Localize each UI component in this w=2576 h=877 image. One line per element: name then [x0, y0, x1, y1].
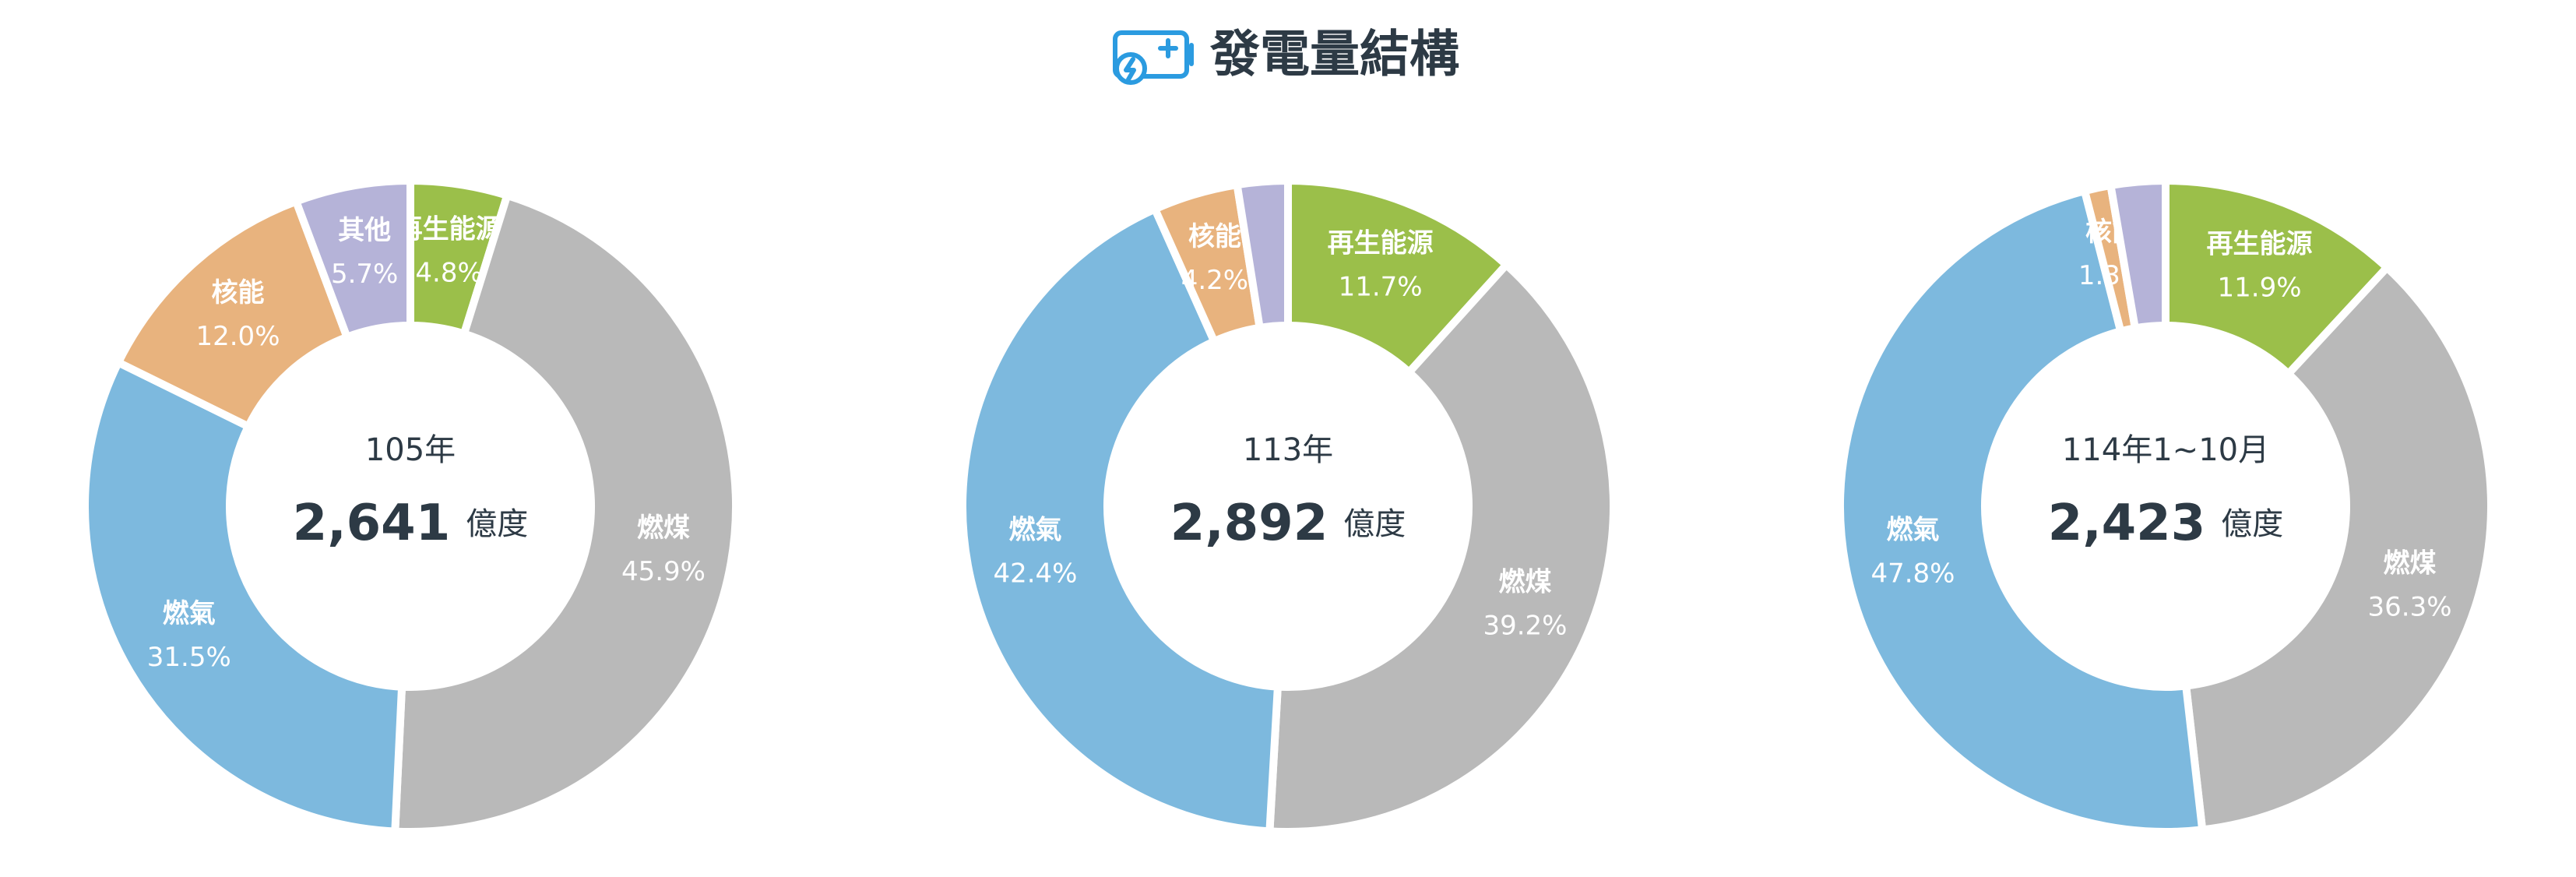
- slice-name: 燃煤: [2384, 548, 2437, 579]
- total-value: 2,641: [293, 495, 450, 552]
- donut-slice: [1233, 177, 1292, 332]
- slice-value: 39.2%: [1483, 611, 1567, 642]
- total-unit: 億度: [1343, 506, 1406, 542]
- total-unit: 億度: [2221, 506, 2283, 542]
- slice-value: 42.4%: [993, 558, 1077, 589]
- slice-name: 其他: [338, 215, 391, 246]
- donut-slice: [1836, 187, 2207, 836]
- slice-name: 燃煤: [637, 512, 690, 544]
- donut-slice: [1265, 260, 1617, 836]
- center-title: 114年1~10月: [2062, 432, 2269, 468]
- page-title: 發電量結構: [1209, 26, 1459, 84]
- center-total: 2,892 億度: [1170, 495, 1406, 552]
- total-value: 2,892: [1170, 495, 1328, 552]
- slice-name: 再生能源: [1328, 228, 1434, 259]
- slice-value: 47.8%: [1870, 558, 1955, 589]
- donut-slice: [959, 205, 1282, 836]
- slice-name: 核能: [1188, 221, 1241, 252]
- center-title: 113年: [1243, 432, 1333, 468]
- slice-value: 5.7%: [331, 259, 398, 290]
- slice-value: 45.9%: [621, 556, 706, 587]
- donut-slice: [114, 197, 351, 431]
- total-unit: 億度: [466, 506, 528, 542]
- donut-slice: [2182, 263, 2495, 834]
- slice-name: 燃氣: [163, 598, 216, 629]
- slice-name: 再生能源: [2207, 228, 2313, 259]
- slice-name: 燃煤: [1498, 567, 1551, 598]
- donut-slice: [81, 358, 406, 836]
- slice-value: 31.5%: [147, 642, 231, 673]
- title-icon: [1113, 30, 1194, 85]
- slice-value: 12.0%: [195, 321, 280, 352]
- slice-value: 36.3%: [2368, 591, 2452, 622]
- slice-name: 燃氣: [1886, 514, 1939, 545]
- slice-value: 11.7%: [1339, 272, 1423, 303]
- slice-value: 4.2%: [1181, 265, 1248, 296]
- slice-value: 4.8%: [415, 257, 482, 288]
- center-total: 2,641 億度: [293, 495, 528, 552]
- slice-value: 11.9%: [2218, 272, 2302, 303]
- center-title: 105年: [365, 432, 456, 468]
- slice-name: 核能: [211, 277, 264, 308]
- donut-slice: [2106, 177, 2170, 333]
- total-value: 2,423: [2048, 495, 2205, 552]
- slice-name: 燃氣: [1008, 514, 1061, 545]
- donut-slice: [391, 191, 741, 836]
- center-total: 2,423 億度: [2048, 495, 2283, 552]
- donut-slice: [292, 177, 414, 341]
